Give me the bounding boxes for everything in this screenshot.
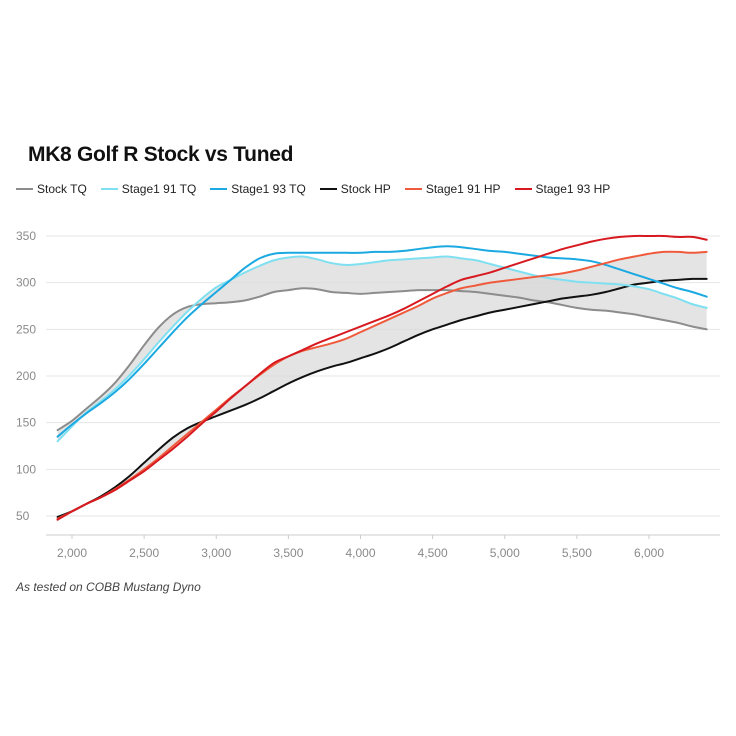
x-tick-label: 6,000 [634,546,664,560]
series-line-stock1-91-tq [56,255,708,443]
series-line-stage1-93-hp [56,234,708,521]
y-tick-label: 350 [16,229,36,243]
series-line-stock-hp [56,277,708,518]
legend-label: Stage1 91 HP [425,182,501,196]
legend-item-stage1-91-tq: Stage1 91 TQ [100,182,197,196]
x-tick-label: 4,000 [345,546,375,560]
legend-swatch [319,188,337,190]
legend-item-stage1-91-hp: Stage1 91 HP [404,182,501,196]
series-layer [56,234,708,521]
legend-item-stock-tq: Stock TQ [16,182,87,196]
x-tick-label: 5,500 [562,546,592,560]
y-tick-label: 200 [16,369,36,383]
legend-item-stage1-93-tq: Stage1 93 TQ [210,182,306,196]
legend-item-stage1-93-hp: Stage1 93 HP [514,182,611,196]
chart-title: MK8 Golf R Stock vs Tuned [28,143,294,166]
y-tick-label: 250 [16,322,36,336]
chart-legend: Stock TQ Stage1 91 TQ Stage1 93 TQ Stock… [16,182,624,196]
series-line-stage1-93-tq [56,245,708,438]
legend-swatch [210,188,228,190]
y-tick-label: 150 [16,416,36,430]
y-tick-label: 100 [16,462,36,476]
legend-label: Stage1 93 HP [535,182,611,196]
legend-swatch [100,188,118,190]
x-tick-label: 3,500 [273,546,303,560]
legend-swatch [16,188,33,190]
x-tick-label: 2,500 [129,546,159,560]
legend-label: Stage1 93 TQ [231,182,306,196]
legend-swatch [514,188,532,190]
axis-layer: 50 100 150 200 250 300 350 2,000 2,500 3,000 3,500… [16,229,664,560]
legend-label: Stage1 91 TQ [121,182,197,196]
x-tick-label: 5,000 [490,546,520,560]
legend-label: Stock TQ [37,182,87,196]
series-line-stage1-91-hp [56,250,708,520]
x-tick-label: 3,000 [201,546,231,560]
legend-label: Stock HP [340,182,391,196]
legend-swatch [404,188,422,190]
y-tick-label: 50 [16,509,30,523]
x-tick-label: 2,000 [57,546,87,560]
legend-item-stock-hp: Stock HP [319,182,391,196]
footnote: As tested on COBB Mustang Dyno [16,580,201,594]
y-tick-label: 300 [16,276,36,290]
x-tick-label: 4,500 [418,546,448,560]
shaded-band [57,251,707,519]
series-line-stock-tq [56,287,708,432]
